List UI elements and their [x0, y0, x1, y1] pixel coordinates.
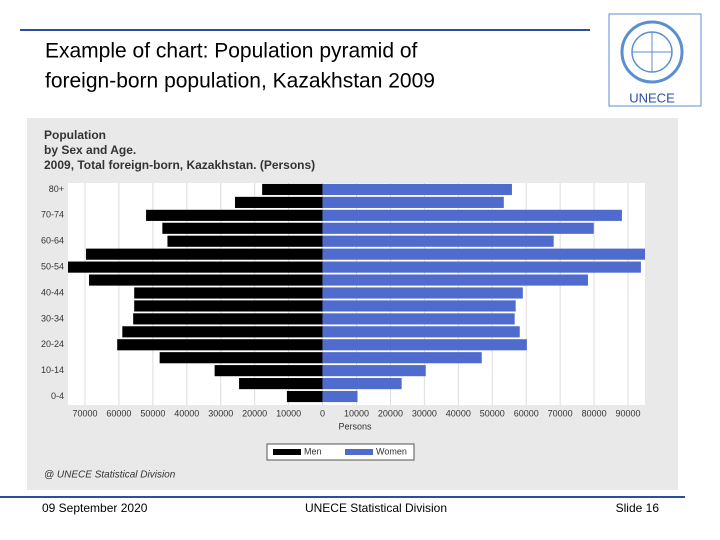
chart-title: Population [44, 128, 106, 142]
bar [162, 222, 323, 234]
x-tick-label: 40000 [174, 408, 199, 418]
logo-text: UNECE [629, 90, 675, 105]
footer-org: UNECE Statistical Division [305, 501, 447, 515]
y-tick-label: 0-4 [51, 391, 64, 401]
bar [322, 339, 527, 351]
legend-swatch [345, 449, 373, 455]
bar [322, 313, 515, 325]
chart-title: by Sex and Age. [44, 143, 136, 157]
bar [262, 183, 323, 196]
x-tick-label: 30000 [208, 408, 233, 418]
bar [322, 352, 482, 364]
logo-wreath [620, 20, 684, 84]
y-tick-label: 60-64 [41, 236, 64, 246]
bar [322, 209, 622, 221]
x-axis-label: Persons [338, 421, 372, 431]
y-tick-label: 10-14 [41, 365, 64, 375]
bar [234, 196, 323, 208]
bar [68, 261, 323, 273]
slide-title: Example of chart: Population pyramid of [45, 40, 418, 63]
x-tick-label: 80000 [582, 408, 607, 418]
bar [214, 365, 323, 377]
footer-slide: Slide 16 [616, 501, 660, 515]
bar [322, 378, 402, 390]
x-tick-label: 40000 [446, 408, 471, 418]
legend-label: Women [376, 446, 407, 456]
x-tick-label: 70000 [548, 408, 573, 418]
bar [133, 313, 323, 325]
x-tick-label: 10000 [344, 408, 369, 418]
x-tick-label: 30000 [412, 408, 437, 418]
x-tick-label: 60000 [514, 408, 539, 418]
bar [134, 287, 323, 299]
y-tick-label: 50-54 [41, 261, 64, 271]
x-tick-label: 50000 [140, 408, 165, 418]
bar [322, 261, 641, 273]
y-tick-label: 80+ [49, 184, 64, 194]
bar [117, 339, 323, 351]
bar [134, 300, 323, 312]
y-tick-label: 30-34 [41, 313, 64, 323]
x-tick-label: 10000 [276, 408, 301, 418]
source: @ UNECE Statistical Division [44, 470, 176, 481]
bar [122, 326, 323, 338]
bar [159, 352, 323, 364]
legend-swatch [273, 449, 301, 455]
y-tick-label: 20-24 [41, 339, 64, 349]
bar [322, 326, 520, 338]
bar [239, 378, 323, 390]
bar [322, 287, 523, 299]
bar [322, 365, 426, 377]
bar [85, 248, 323, 260]
bar [89, 274, 323, 286]
bar [322, 300, 516, 312]
footer-date: 09 September 2020 [42, 501, 148, 515]
chart-title: 2009, Total foreign-born, Kazakhstan. (P… [44, 158, 315, 172]
legend-box [266, 443, 415, 461]
x-tick-label: 50000 [480, 408, 505, 418]
logo: UNECE [608, 13, 702, 107]
bar [322, 222, 594, 234]
y-tick-label: 70-74 [41, 210, 64, 220]
y-tick-label: 40-44 [41, 287, 64, 297]
x-tick-label: 90000 [616, 408, 641, 418]
bar [322, 274, 588, 286]
bar [322, 235, 554, 247]
bar [322, 183, 512, 196]
bar [286, 390, 323, 403]
x-tick-label: 70000 [72, 408, 97, 418]
bar [167, 235, 323, 247]
x-tick-label: 20000 [242, 408, 267, 418]
legend-label: Men [304, 446, 322, 456]
bar [322, 390, 358, 403]
bar [146, 209, 323, 221]
x-tick-label: 60000 [106, 408, 131, 418]
bar [322, 196, 504, 208]
x-tick-label: 0 [320, 408, 325, 418]
x-tick-label: 20000 [378, 408, 403, 418]
bar [322, 248, 645, 260]
slide-title: foreign-born population, Kazakhstan 2009 [45, 70, 435, 93]
